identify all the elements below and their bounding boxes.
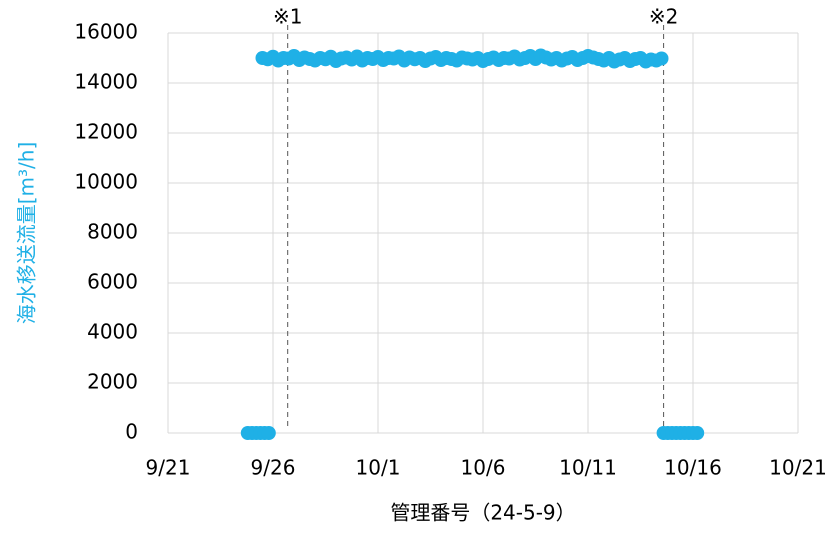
x-tick-label: 9/21 bbox=[146, 456, 191, 480]
x-tick-label: 10/11 bbox=[559, 456, 617, 480]
point bbox=[261, 426, 276, 440]
annotation-label: ※1 bbox=[273, 5, 302, 29]
point bbox=[690, 426, 705, 440]
y-tick-label: 0 bbox=[125, 420, 138, 444]
annotation-label: ※2 bbox=[649, 5, 678, 29]
x-tick-label: 10/16 bbox=[664, 456, 722, 480]
x-tick-label: 10/1 bbox=[356, 456, 401, 480]
y-axis-label: 海水移送流量[m³/h] bbox=[15, 142, 39, 325]
y-tick-label: 10000 bbox=[74, 170, 138, 194]
y-tick-label: 8000 bbox=[87, 220, 138, 244]
x-tick-label: 9/26 bbox=[251, 456, 296, 480]
y-tick-label: 2000 bbox=[87, 370, 138, 394]
x-tick-label: 10/6 bbox=[461, 456, 506, 480]
y-tick-label: 12000 bbox=[74, 120, 138, 144]
y-tick-label: 16000 bbox=[74, 20, 138, 44]
x-tick-label: 10/21 bbox=[769, 456, 827, 480]
y-tick-label: 6000 bbox=[87, 270, 138, 294]
x-axis-label: 管理番号（24-5-9） bbox=[390, 501, 575, 525]
point bbox=[654, 51, 669, 66]
y-tick-label: 4000 bbox=[87, 320, 138, 344]
y-tick-label: 14000 bbox=[74, 70, 138, 94]
